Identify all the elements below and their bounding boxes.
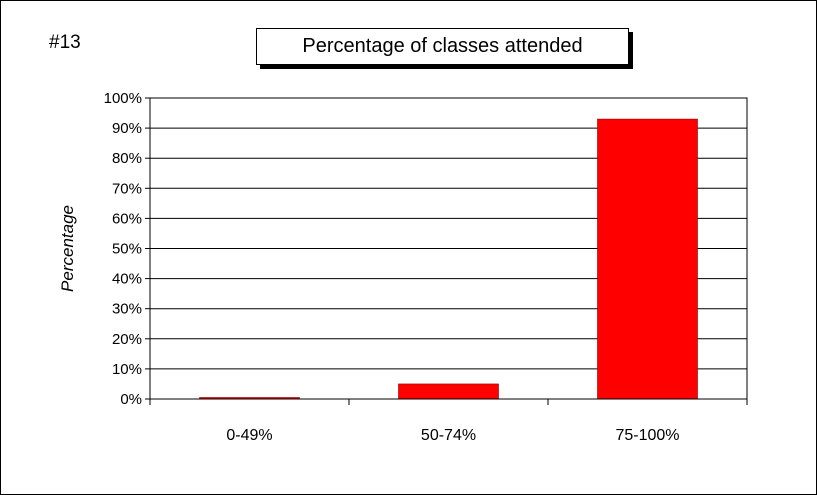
y-tick-label: 50% bbox=[112, 241, 142, 258]
x-category-label: 0-49% bbox=[226, 427, 272, 444]
axis-labels: 0% 10% 20% 30% 40% 50% 60% 70% 80% 90% 100% 0-49% 50… bbox=[58, 90, 680, 444]
y-tick-label: 100% bbox=[104, 90, 142, 107]
y-tick-label: 0% bbox=[120, 391, 142, 408]
y-tick-label: 60% bbox=[112, 210, 142, 227]
chart-number-label: #13 bbox=[49, 32, 81, 53]
y-tick-label: 10% bbox=[112, 361, 142, 378]
bar-75-100% bbox=[597, 118, 698, 400]
y-tick-label: 20% bbox=[112, 331, 142, 348]
y-axis-label: Percentage bbox=[58, 205, 77, 292]
x-category-label: 75-100% bbox=[615, 427, 679, 444]
axes bbox=[145, 97, 748, 405]
y-tick-label: 80% bbox=[112, 150, 142, 167]
chart-title: Percentage of classes attended bbox=[256, 28, 629, 65]
bar-50-74% bbox=[398, 383, 499, 400]
bars bbox=[199, 118, 698, 400]
y-tick-label: 40% bbox=[112, 271, 142, 288]
y-tick-label: 90% bbox=[112, 120, 142, 137]
y-tick-label: 30% bbox=[112, 301, 142, 318]
x-category-label: 50-74% bbox=[421, 427, 476, 444]
plot-area-border bbox=[149, 97, 748, 400]
y-tick-label: 70% bbox=[112, 180, 142, 197]
